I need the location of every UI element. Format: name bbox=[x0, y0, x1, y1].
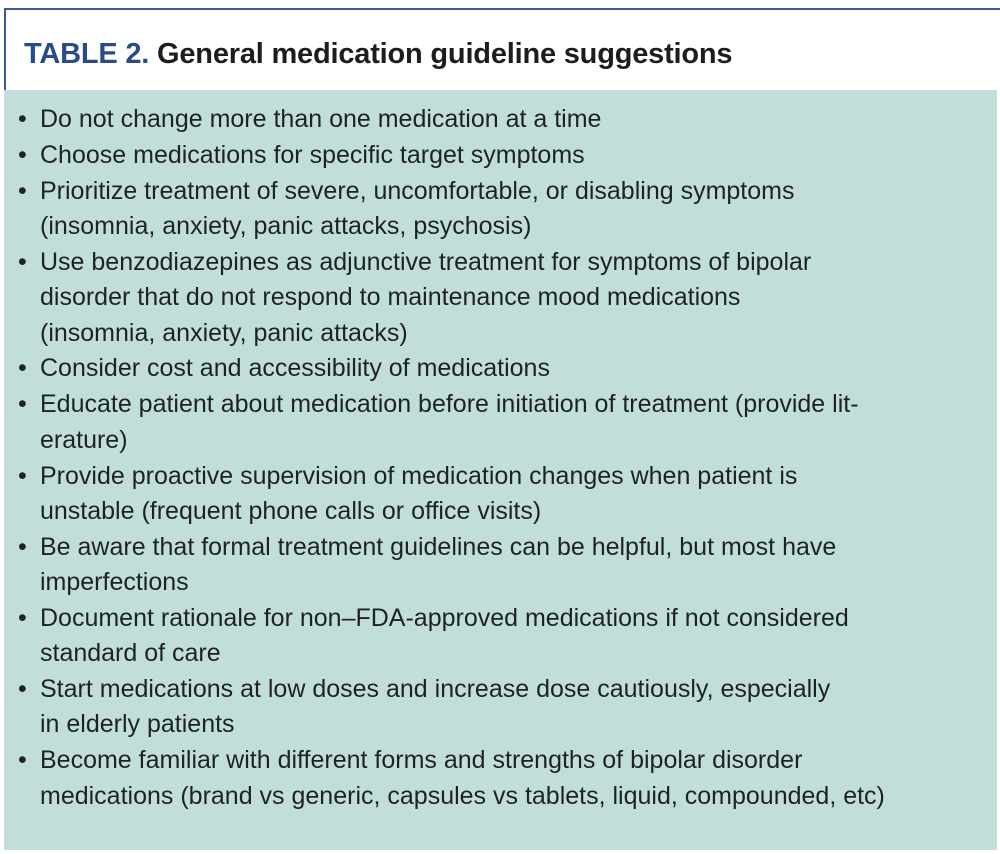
list-item: • Do not change more than one medication … bbox=[4, 102, 885, 137]
list-item-line: medications (brand vs generic, capsules … bbox=[40, 781, 885, 810]
bullet-icon: • bbox=[18, 390, 27, 419]
bullet-icon: • bbox=[18, 176, 27, 205]
list-item-line: Educate patient about medication before … bbox=[40, 390, 859, 419]
bullet-icon: • bbox=[18, 461, 27, 490]
list-item-line: unstable (frequent phone calls or office… bbox=[40, 496, 542, 525]
list-item: • Be aware that formal treatment guidelin… bbox=[4, 530, 885, 601]
list-item: • Start medications at low doses and incr… bbox=[4, 672, 885, 743]
list-item: • Educate patient about medication before… bbox=[4, 387, 885, 458]
bullet-icon: • bbox=[18, 354, 27, 383]
bullet-icon: • bbox=[18, 247, 27, 276]
list-item: • Provide proactive supervision of medica… bbox=[4, 459, 885, 530]
list-item-line: imperfections bbox=[40, 568, 189, 597]
list-item: • Prioritize treatment of severe, uncomfo… bbox=[4, 174, 885, 245]
list-item-line: Become familiar with different forms and… bbox=[40, 746, 803, 775]
list-item-line: (insomnia, anxiety, panic attacks, psych… bbox=[40, 212, 532, 241]
bullet-icon: • bbox=[18, 603, 27, 632]
table-body: • Do not change more than one medication … bbox=[4, 90, 997, 850]
list-item-line: erature) bbox=[40, 425, 128, 454]
list-item-line: Prioritize treatment of severe, uncomfor… bbox=[40, 176, 795, 205]
guideline-list: • Do not change more than one medication … bbox=[4, 102, 885, 814]
list-item-line: (insomnia, anxiety, panic attacks) bbox=[40, 318, 408, 347]
bullet-icon: • bbox=[18, 140, 27, 169]
list-item-line: standard of care bbox=[40, 639, 221, 668]
list-item-line: Choose medications for specific target s… bbox=[40, 140, 585, 169]
bullet-icon: • bbox=[18, 746, 27, 775]
list-item-line: Consider cost and accessibility of medic… bbox=[40, 354, 550, 383]
list-item: • Choose medications for specific target … bbox=[4, 138, 885, 173]
list-item: • Become familiar with different forms an… bbox=[4, 743, 885, 814]
list-item: • Document rationale for non–FDA-approved… bbox=[4, 601, 885, 672]
list-item-line: disorder that do not respond to maintena… bbox=[40, 283, 741, 312]
table-label: TABLE 2. bbox=[24, 38, 150, 70]
list-item-line: Provide proactive supervision of medicat… bbox=[40, 461, 798, 490]
list-item-line: Use benzodiazepines as adjunctive treatm… bbox=[40, 247, 812, 276]
list-item-line: Start medications at low doses and incre… bbox=[40, 675, 831, 704]
bullet-icon: • bbox=[18, 105, 27, 133]
bullet-icon: • bbox=[18, 532, 27, 561]
list-item-line: Be aware that formal treatment guideline… bbox=[40, 532, 837, 561]
list-item: • Use benzodiazepines as adjunctive treat… bbox=[4, 245, 885, 351]
list-item-line: in elderly patients bbox=[40, 710, 235, 739]
list-item: • Consider cost and accessibility of medi… bbox=[4, 351, 885, 386]
list-item-line: Document rationale for non–FDA-approved … bbox=[40, 603, 849, 632]
table-title: TABLE 2. General medication guideline su… bbox=[24, 38, 733, 71]
list-item-line: Do not change more than one medication a… bbox=[40, 105, 602, 133]
bullet-icon: • bbox=[18, 675, 27, 704]
table-title-text: General medication guideline suggestions bbox=[157, 38, 733, 70]
table-header: TABLE 2. General medication guideline su… bbox=[4, 8, 1000, 90]
